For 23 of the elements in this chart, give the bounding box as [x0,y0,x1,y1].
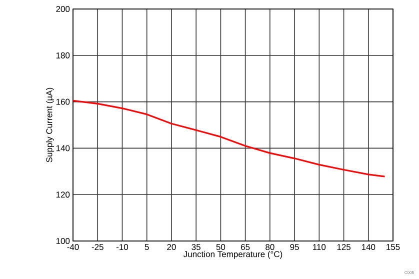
x-tick-label: 125 [337,244,351,250]
y-tick-label: 120 [56,192,70,198]
x-tick-label: 110 [313,244,326,250]
x-tick-label: 155 [386,244,400,250]
y-tick-label: 200 [56,6,70,12]
x-axis-title: Junction Temperature (°C) [183,250,282,259]
x-tick-label: 50 [216,244,226,250]
x-tick-label: -10 [116,244,128,250]
x-tick-label: 20 [167,244,176,250]
x-tick-label: 5 [144,244,149,250]
y-tick-label: 180 [56,52,70,58]
y-tick-label: 140 [56,145,70,152]
x-tick-label: 65 [241,244,250,250]
y-axis-title: Supply Current (µA) [46,88,54,162]
x-tick-label: -40 [67,244,79,250]
x-tick-label: 35 [192,244,200,250]
x-tick-label: 140 [362,244,376,250]
x-tick-label: 95 [290,244,299,250]
x-tick-label: 80 [266,244,274,250]
y-tick-label: 100 [56,238,70,244]
x-tick-label: -25 [92,244,104,250]
line-series [73,100,386,178]
y-tick-label: 160 [56,98,70,105]
